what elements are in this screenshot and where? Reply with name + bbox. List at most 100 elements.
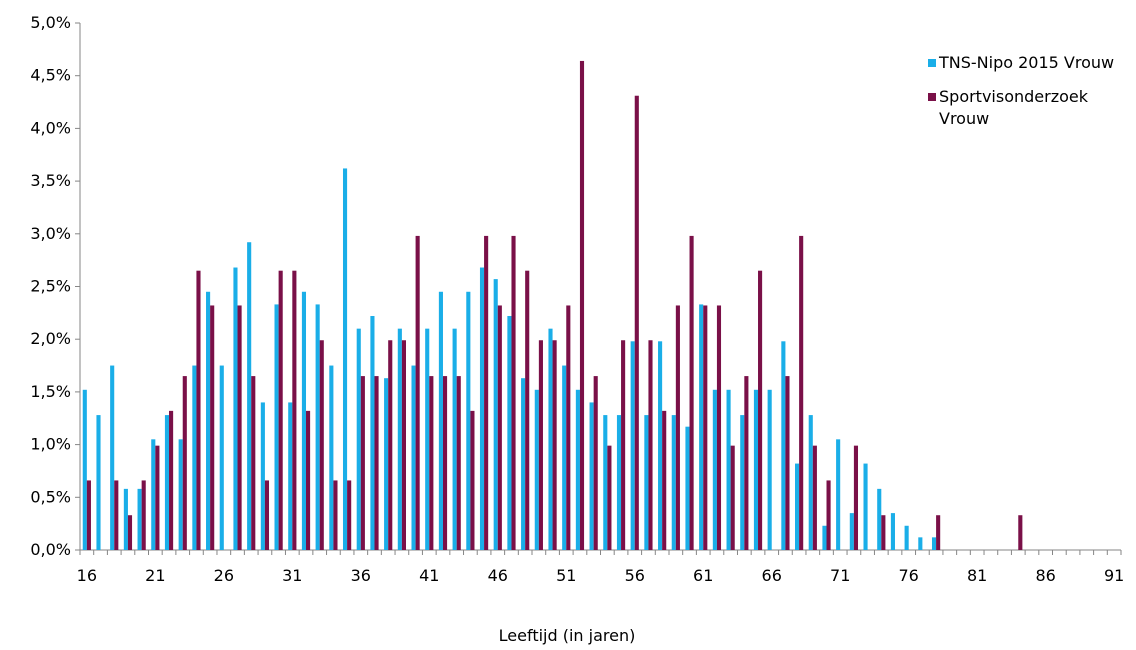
x-axis-title: Leeftijd (in jaren)	[499, 626, 636, 645]
x-tick-label: 41	[419, 566, 439, 585]
bar-sportvisonderzoek	[525, 270, 530, 550]
bar-tns-nipo	[384, 378, 389, 550]
bar-sportvisonderzoek	[319, 340, 324, 550]
bar-tns-nipo	[931, 537, 937, 550]
bar-sportvisonderzoek	[264, 480, 270, 550]
y-tick-label: 1,5%	[30, 382, 71, 401]
x-tick-label: 51	[556, 566, 576, 585]
bar-sportvisonderzoek	[196, 270, 201, 550]
legend-label-tns-nipo: TNS-Nipo 2015 Vrouw	[939, 53, 1115, 72]
bar-tns-nipo	[233, 267, 238, 550]
bar-tns-nipo	[712, 389, 717, 550]
bar-sportvisonderzoek	[936, 515, 941, 550]
bars	[82, 60, 1023, 551]
bar-tns-nipo	[479, 267, 485, 550]
bar-tns-nipo	[329, 365, 334, 550]
y-tick-label: 4,5%	[30, 66, 71, 85]
bar-sportvisonderzoek	[703, 305, 708, 550]
bar-tns-nipo	[288, 402, 293, 550]
bar-tns-nipo	[370, 316, 375, 550]
bar-sportvisonderzoek	[634, 95, 639, 550]
bar-tns-nipo	[164, 415, 170, 550]
bar-sportvisonderzoek	[853, 445, 859, 550]
bar-tns-nipo	[753, 389, 759, 550]
bar-tns-nipo	[616, 415, 622, 550]
bar-sportvisonderzoek	[470, 410, 475, 550]
bar-tns-nipo	[493, 279, 498, 550]
x-tick-label: 56	[625, 566, 645, 585]
bar-sportvisonderzoek	[237, 305, 242, 550]
x-tick-label: 81	[967, 566, 987, 585]
y-tick-label: 2,5%	[30, 277, 71, 296]
bar-tns-nipo	[507, 316, 512, 550]
bar-sportvisonderzoek	[182, 376, 187, 550]
bar-tns-nipo	[658, 341, 663, 550]
bar-tns-nipo	[740, 415, 745, 550]
bar-tns-nipo	[534, 389, 539, 550]
bar-sportvisonderzoek	[497, 305, 502, 550]
bar-sportvisonderzoek	[538, 340, 543, 550]
x-tick-label: 66	[762, 566, 782, 585]
bar-sportvisonderzoek	[388, 340, 393, 550]
bar-sportvisonderzoek	[881, 515, 886, 550]
bar-tns-nipo	[795, 463, 800, 550]
bar-tns-nipo	[178, 439, 183, 550]
bar-sportvisonderzoek	[210, 305, 215, 550]
x-tick-label: 86	[1035, 566, 1055, 585]
bar-sportvisonderzoek	[127, 515, 133, 550]
bar-tns-nipo	[356, 328, 361, 550]
bar-tns-nipo	[918, 537, 923, 550]
bar-tns-nipo	[219, 365, 224, 550]
y-tick-label: 5,0%	[30, 13, 71, 32]
legend-item-sportvisonderzoek: Sportvisonderzoek Vrouw	[928, 86, 1133, 130]
x-tick-label: 31	[282, 566, 302, 585]
bar-tns-nipo	[685, 426, 690, 550]
bar-sportvisonderzoek	[593, 376, 598, 550]
bar-sportvisonderzoek	[251, 376, 256, 550]
bar-sportvisonderzoek	[415, 235, 420, 550]
bar-tns-nipo	[425, 328, 430, 550]
bar-tns-nipo	[96, 415, 101, 550]
x-tick-label: 16	[77, 566, 97, 585]
bar-sportvisonderzoek	[442, 376, 448, 550]
bar-sportvisonderzoek	[169, 410, 174, 550]
x-tick-label: 46	[488, 566, 508, 585]
bar-sportvisonderzoek	[86, 480, 91, 550]
bar-tns-nipo	[548, 328, 553, 550]
bar-tns-nipo	[82, 389, 87, 550]
bar-tns-nipo	[192, 365, 197, 550]
bar-sportvisonderzoek	[278, 270, 283, 550]
bar-tns-nipo	[575, 389, 580, 550]
bar-sportvisonderzoek	[579, 60, 585, 550]
bar-tns-nipo	[877, 488, 882, 550]
bar-sportvisonderzoek	[484, 235, 489, 550]
x-tick-label: 26	[214, 566, 234, 585]
bar-tns-nipo	[767, 389, 772, 550]
bar-tns-nipo	[822, 525, 827, 550]
bar-tns-nipo	[274, 304, 279, 550]
bar-sportvisonderzoek	[552, 340, 557, 550]
y-tick-label: 4,0%	[30, 118, 71, 137]
bar-tns-nipo	[397, 328, 402, 550]
bar-sportvisonderzoek	[347, 480, 352, 550]
bar-sportvisonderzoek	[566, 305, 571, 550]
bar-sportvisonderzoek	[360, 376, 365, 550]
y-tick-label: 3,0%	[30, 224, 71, 243]
bar-sportvisonderzoek	[401, 340, 406, 550]
bar-tns-nipo	[603, 415, 608, 550]
y-tick-label: 0,5%	[30, 487, 71, 506]
bar-tns-nipo	[890, 513, 895, 550]
bar-tns-nipo	[206, 291, 211, 550]
bar-sportvisonderzoek	[648, 340, 653, 550]
bar-sportvisonderzoek	[141, 480, 146, 550]
x-tick-label: 21	[145, 566, 165, 585]
bar-sportvisonderzoek	[689, 235, 694, 550]
y-tick-label: 2,0%	[30, 329, 71, 348]
y-tick-label: 3,5%	[30, 171, 71, 190]
bar-sportvisonderzoek	[744, 376, 749, 550]
bar-tns-nipo	[726, 389, 731, 550]
bar-tns-nipo	[699, 304, 704, 550]
bar-sportvisonderzoek	[785, 376, 790, 550]
bar-tns-nipo	[260, 402, 265, 550]
